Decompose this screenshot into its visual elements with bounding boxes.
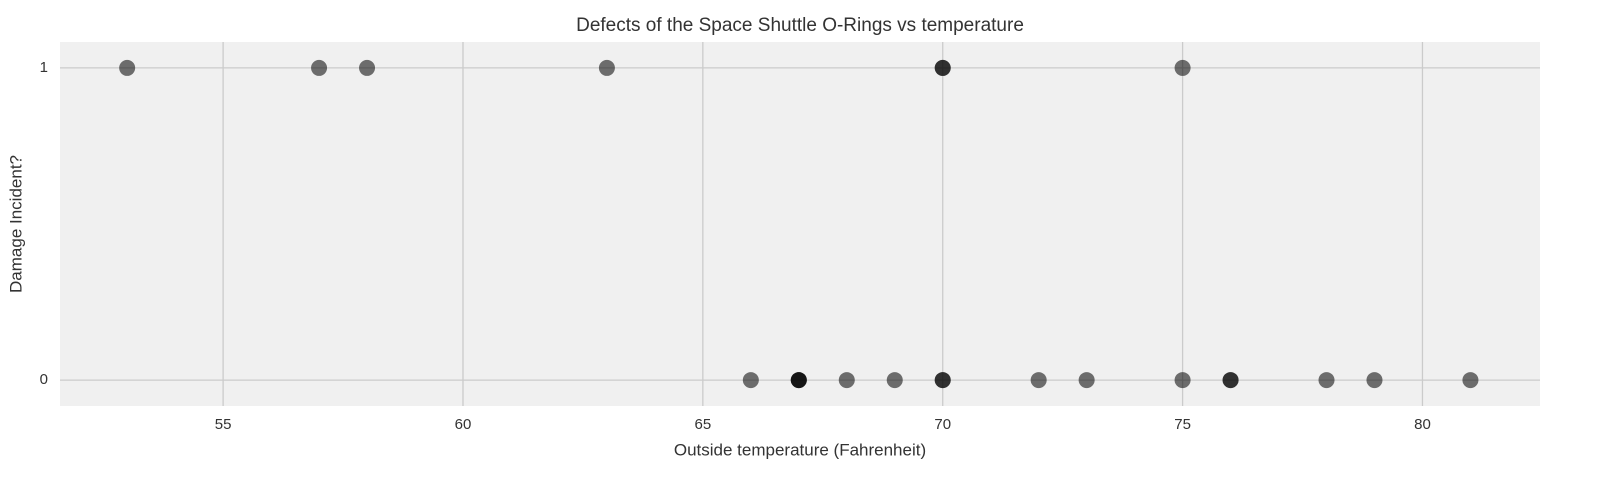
point <box>1030 372 1047 389</box>
y-tick-label: 0 <box>40 371 48 388</box>
point <box>1174 59 1191 76</box>
point <box>598 59 615 76</box>
marks <box>119 59 1479 389</box>
point <box>1366 372 1383 389</box>
point <box>742 372 759 389</box>
point <box>886 372 903 389</box>
x-tick-label: 65 <box>695 416 712 433</box>
x-tick-label: 55 <box>215 416 232 433</box>
x-tick-label: 70 <box>934 416 951 433</box>
point <box>119 59 136 76</box>
x-tick-label: 80 <box>1414 416 1431 433</box>
point <box>1318 372 1335 389</box>
point <box>311 59 328 76</box>
x-tick-label: 60 <box>455 416 472 433</box>
point <box>1078 372 1095 389</box>
point <box>1462 372 1479 389</box>
y-tick-label: 1 <box>40 59 48 76</box>
point <box>934 59 951 76</box>
x-tick-label: 75 <box>1174 416 1191 433</box>
plot-area <box>60 42 1540 406</box>
point <box>838 372 855 389</box>
x-axis-label: Outside temperature (Fahrenheit) <box>674 440 926 459</box>
point <box>1222 372 1239 389</box>
y-axis-label: Damage Incident? <box>6 155 25 293</box>
point <box>790 372 807 389</box>
point <box>1174 372 1191 389</box>
point <box>934 372 951 389</box>
chart-title: Defects of the Space Shuttle O-Rings vs … <box>576 15 1024 36</box>
point <box>359 59 376 76</box>
